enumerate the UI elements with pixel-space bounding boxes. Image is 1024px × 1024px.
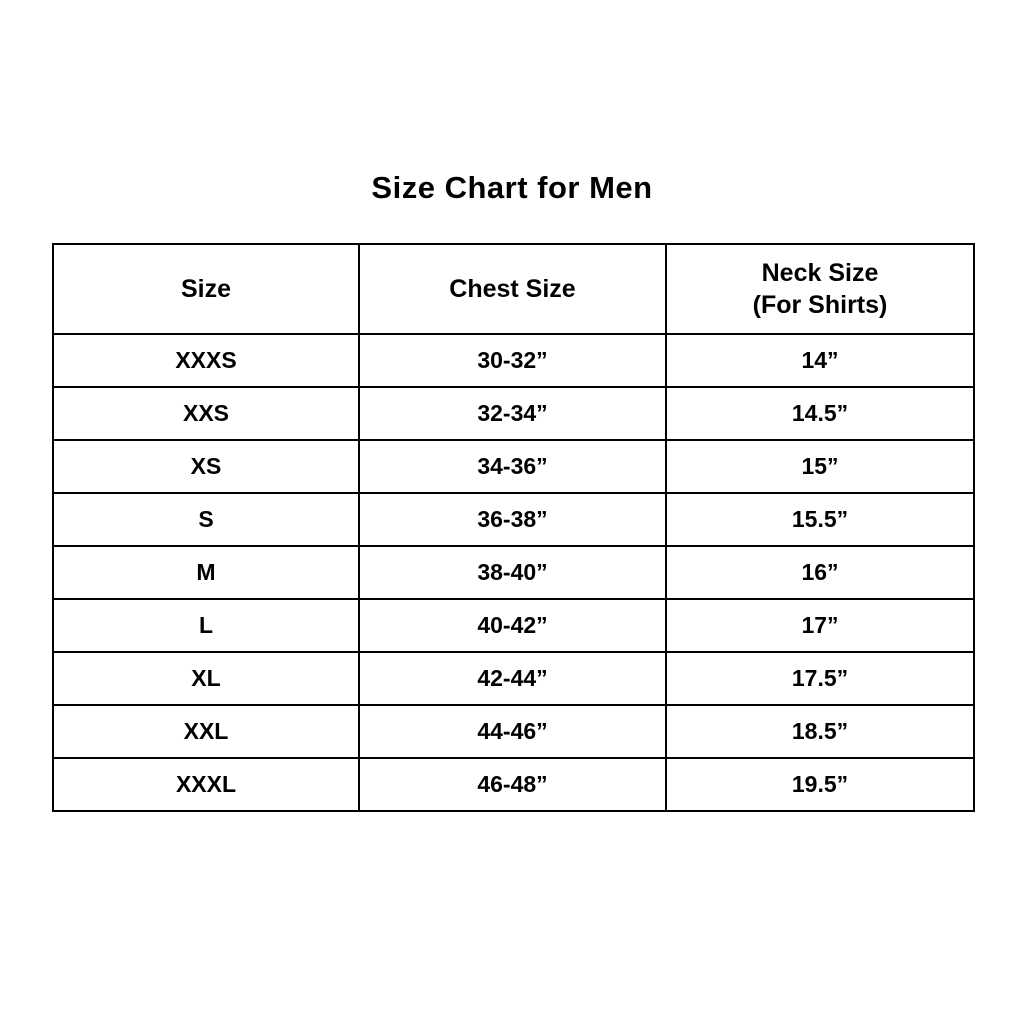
chest-cell: 36-38”	[358, 492, 667, 547]
neck-cell: 17.5”	[665, 651, 975, 706]
column-header-neck-size-line1: Neck Size	[761, 259, 879, 287]
chest-cell: 34-36”	[358, 439, 667, 494]
table-row: S 36-38” 15.5”	[52, 492, 975, 547]
table-row: XL 42-44” 17.5”	[52, 651, 975, 706]
column-header-chest-size: Chest Size	[358, 243, 667, 335]
neck-cell: 17”	[665, 598, 975, 653]
table-row: L 40-42” 17”	[52, 598, 975, 653]
column-header-neck-size-line2: (For Shirts)	[752, 291, 888, 319]
size-cell: XL	[52, 651, 360, 706]
neck-cell: 14.5”	[665, 386, 975, 441]
chest-cell: 44-46”	[358, 704, 667, 759]
table-header-row: Size Chest Size Neck Size (For Shirts)	[52, 243, 975, 335]
table-row: XXXL 46-48” 19.5”	[52, 757, 975, 812]
neck-cell: 15.5”	[665, 492, 975, 547]
chest-cell: 30-32”	[358, 333, 667, 388]
table-row: M 38-40” 16”	[52, 545, 975, 600]
size-cell: XXL	[52, 704, 360, 759]
chest-cell: 32-34”	[358, 386, 667, 441]
chest-cell: 40-42”	[358, 598, 667, 653]
size-cell: XXXL	[52, 757, 360, 812]
column-header-size: Size	[52, 243, 360, 335]
chest-cell: 46-48”	[358, 757, 667, 812]
size-cell: XXXS	[52, 333, 360, 388]
neck-cell: 15”	[665, 439, 975, 494]
size-cell: XXS	[52, 386, 360, 441]
table-row: XS 34-36” 15”	[52, 439, 975, 494]
chest-cell: 42-44”	[358, 651, 667, 706]
chest-cell: 38-40”	[358, 545, 667, 600]
size-cell: M	[52, 545, 360, 600]
size-chart-table: Size Chest Size Neck Size (For Shirts) X…	[52, 243, 975, 812]
size-cell: XS	[52, 439, 360, 494]
size-cell: L	[52, 598, 360, 653]
column-header-neck-size: Neck Size (For Shirts)	[665, 243, 975, 335]
neck-cell: 18.5”	[665, 704, 975, 759]
neck-cell: 19.5”	[665, 757, 975, 812]
table-row: XXS 32-34” 14.5”	[52, 386, 975, 441]
size-cell: S	[52, 492, 360, 547]
neck-cell: 14”	[665, 333, 975, 388]
page-title: Size Chart for Men	[371, 170, 653, 205]
table-row: XXL 44-46” 18.5”	[52, 704, 975, 759]
neck-cell: 16”	[665, 545, 975, 600]
table-row: XXXS 30-32” 14”	[52, 333, 975, 388]
